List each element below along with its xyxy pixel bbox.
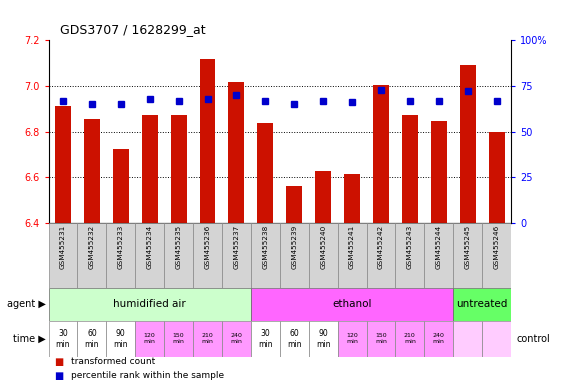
Bar xyxy=(251,288,453,321)
Text: GSM455246: GSM455246 xyxy=(493,225,500,269)
Bar xyxy=(431,121,447,223)
Bar xyxy=(106,321,135,357)
Bar xyxy=(49,321,78,357)
Bar xyxy=(135,223,164,288)
Bar xyxy=(222,223,251,288)
Bar xyxy=(453,223,482,288)
Bar xyxy=(280,223,309,288)
Text: 90
min: 90 min xyxy=(316,329,331,349)
Text: control: control xyxy=(517,334,550,344)
Bar xyxy=(337,321,367,357)
Text: time ▶: time ▶ xyxy=(13,334,46,344)
Text: humidified air: humidified air xyxy=(113,299,186,310)
Bar xyxy=(78,321,106,357)
Bar xyxy=(222,321,251,357)
Text: ethanol: ethanol xyxy=(332,299,372,310)
Text: GSM455236: GSM455236 xyxy=(204,225,211,269)
Text: ■: ■ xyxy=(54,357,63,367)
Text: GDS3707 / 1628299_at: GDS3707 / 1628299_at xyxy=(60,23,206,36)
Bar xyxy=(171,115,187,223)
Bar xyxy=(164,223,193,288)
Text: GSM455237: GSM455237 xyxy=(234,225,239,269)
Bar xyxy=(280,321,309,357)
Bar xyxy=(193,223,222,288)
Bar xyxy=(106,223,135,288)
Text: 120
min: 120 min xyxy=(346,333,358,344)
Text: GSM455240: GSM455240 xyxy=(320,225,326,269)
Bar xyxy=(135,321,164,357)
Bar xyxy=(315,171,331,223)
Bar xyxy=(337,223,367,288)
Bar xyxy=(251,223,280,288)
Text: 30
min: 30 min xyxy=(56,329,70,349)
Bar xyxy=(309,223,337,288)
Bar xyxy=(367,321,395,357)
Bar xyxy=(367,223,395,288)
Text: untreated: untreated xyxy=(456,299,508,310)
Text: ■: ■ xyxy=(54,371,63,381)
Text: 240
min: 240 min xyxy=(433,333,445,344)
Text: 240
min: 240 min xyxy=(231,333,242,344)
Bar xyxy=(55,106,71,223)
Text: GSM455245: GSM455245 xyxy=(465,225,471,269)
Text: 150
min: 150 min xyxy=(172,333,184,344)
Bar xyxy=(395,223,424,288)
Text: GSM455242: GSM455242 xyxy=(378,225,384,269)
Bar xyxy=(286,186,302,223)
Text: 30
min: 30 min xyxy=(258,329,272,349)
Text: 120
min: 120 min xyxy=(144,333,156,344)
Bar xyxy=(424,223,453,288)
Text: 60
min: 60 min xyxy=(287,329,301,349)
Bar xyxy=(193,321,222,357)
Text: percentile rank within the sample: percentile rank within the sample xyxy=(71,371,224,380)
Bar xyxy=(258,123,274,223)
Bar xyxy=(164,321,193,357)
Text: 210
min: 210 min xyxy=(404,333,416,344)
Bar xyxy=(489,131,505,223)
Text: 150
min: 150 min xyxy=(375,333,387,344)
Text: GSM455239: GSM455239 xyxy=(291,225,297,269)
Text: GSM455244: GSM455244 xyxy=(436,225,442,269)
Text: GSM455238: GSM455238 xyxy=(262,225,268,269)
Bar xyxy=(453,321,482,357)
Bar xyxy=(453,288,511,321)
Bar xyxy=(200,58,215,223)
Bar xyxy=(49,288,251,321)
Bar xyxy=(49,223,78,288)
Bar xyxy=(373,85,389,223)
Bar xyxy=(142,115,158,223)
Bar xyxy=(395,321,424,357)
Text: GSM455232: GSM455232 xyxy=(89,225,95,269)
Text: transformed count: transformed count xyxy=(71,357,156,366)
Bar xyxy=(424,321,453,357)
Text: GSM455231: GSM455231 xyxy=(60,225,66,269)
Text: GSM455243: GSM455243 xyxy=(407,225,413,269)
Bar xyxy=(402,115,418,223)
Bar xyxy=(309,321,337,357)
Bar xyxy=(228,83,244,223)
Text: 60
min: 60 min xyxy=(85,329,99,349)
Bar xyxy=(78,223,106,288)
Bar xyxy=(344,174,360,223)
Text: GSM455235: GSM455235 xyxy=(176,225,182,269)
Bar xyxy=(84,119,100,223)
Bar xyxy=(460,65,476,223)
Text: agent ▶: agent ▶ xyxy=(7,299,46,310)
Bar xyxy=(482,321,511,357)
Text: 210
min: 210 min xyxy=(202,333,214,344)
Text: GSM455233: GSM455233 xyxy=(118,225,124,269)
Text: GSM455234: GSM455234 xyxy=(147,225,152,269)
Text: 90
min: 90 min xyxy=(114,329,128,349)
Text: GSM455241: GSM455241 xyxy=(349,225,355,269)
Bar xyxy=(251,321,280,357)
Bar xyxy=(113,149,128,223)
Bar xyxy=(482,223,511,288)
